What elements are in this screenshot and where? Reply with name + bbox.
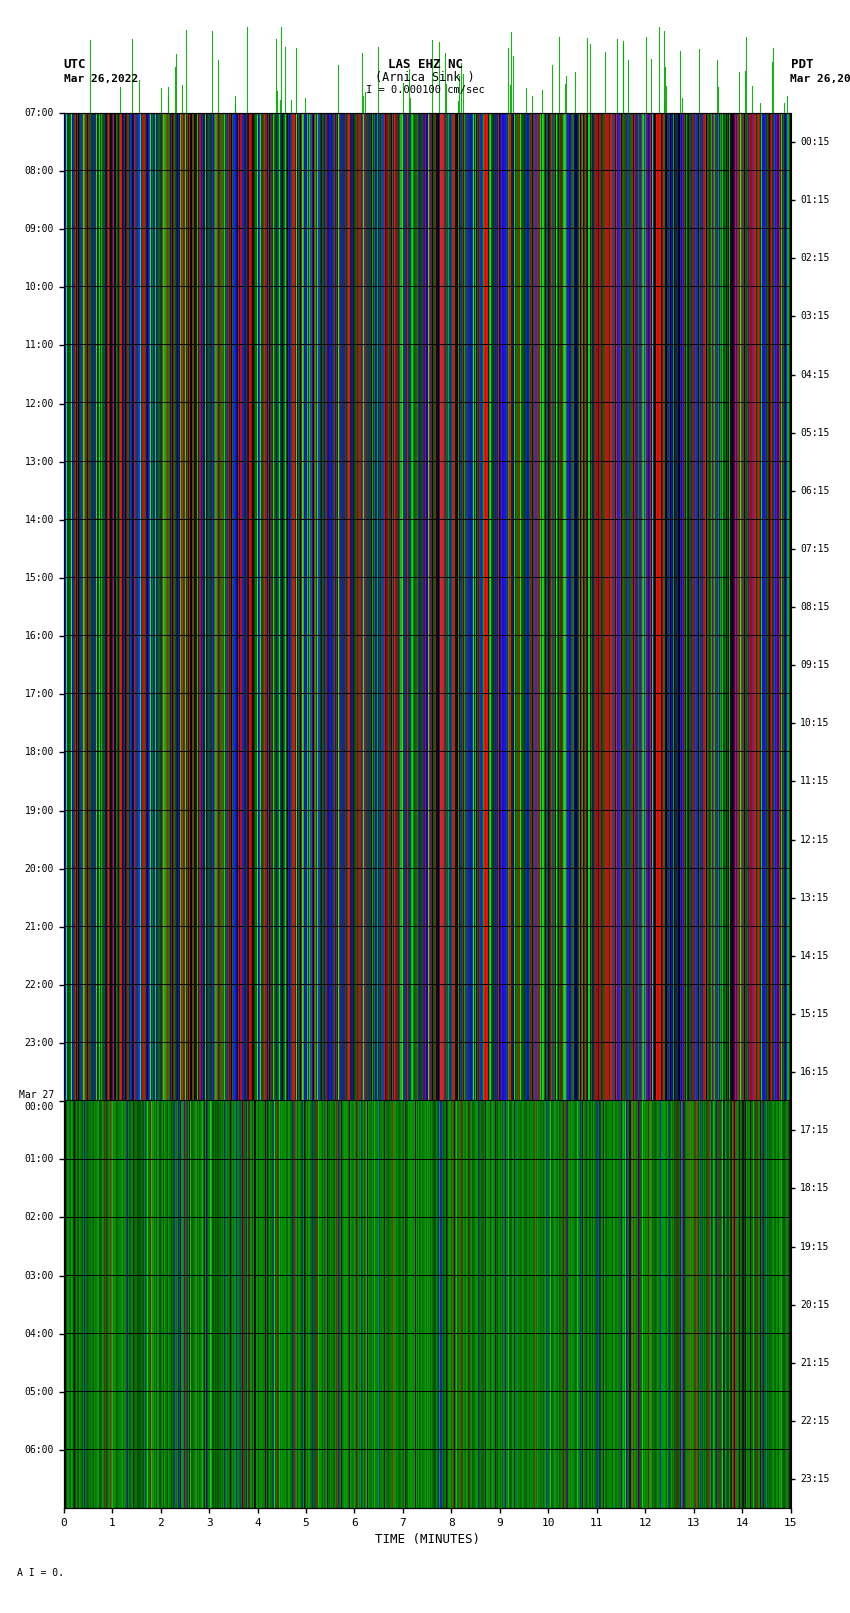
Text: A I = 0.: A I = 0.	[17, 1568, 64, 1578]
Text: UTC: UTC	[64, 58, 86, 71]
Text: Mar 26,2022: Mar 26,2022	[64, 74, 138, 84]
Text: (Arnica Sink ): (Arnica Sink )	[375, 71, 475, 84]
Text: LAS EHZ NC: LAS EHZ NC	[388, 58, 462, 71]
X-axis label: TIME (MINUTES): TIME (MINUTES)	[375, 1534, 479, 1547]
Text: I = 0.000100 cm/sec: I = 0.000100 cm/sec	[366, 85, 484, 95]
Text: Mar 26,2022: Mar 26,2022	[790, 74, 850, 84]
Text: PDT: PDT	[790, 58, 813, 71]
